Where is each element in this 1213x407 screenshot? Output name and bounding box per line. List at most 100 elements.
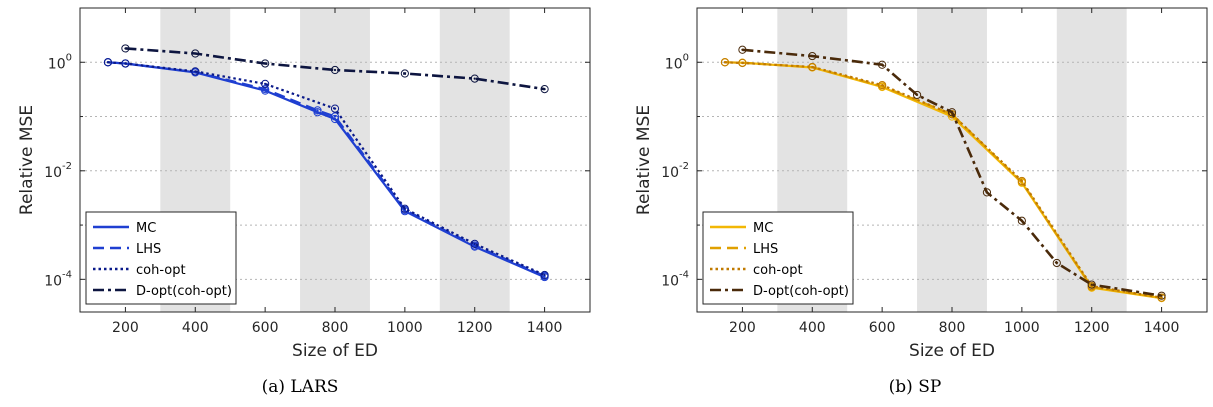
data-point-dot [950,111,954,114]
x-tick-label: 1400 [527,320,563,336]
data-point-dot [1020,219,1023,222]
data-point-marker [470,239,479,248]
legend-label: MC [753,221,773,236]
data-point-marker [330,65,340,75]
data-point-dot [881,63,884,66]
legend-label: D-opt(coh-opt) [753,284,849,299]
data-point-dot [1090,285,1093,288]
data-point-dot [333,68,337,72]
data-point-dot [1160,294,1163,297]
data-point-marker [540,270,549,280]
data-point-dot [915,93,919,97]
series-line-coh-opt [107,61,546,277]
x-tick-label: 800 [322,320,349,336]
shaded-band [1056,8,1127,312]
data-point-marker [103,58,113,67]
data-point-marker [878,60,887,69]
y-tick-label: 100 [665,52,689,72]
data-point-marker [261,59,270,68]
data-point-dot [985,191,989,194]
series-line-lhs [107,61,546,278]
data-point-marker [878,80,887,90]
x-tick-label: 1400 [1144,320,1180,336]
data-point-marker [400,204,409,213]
panel-caption: (a) LARS [262,377,339,397]
data-point-marker [261,85,270,94]
data-point-dot [264,88,267,91]
data-point-dot [316,111,319,114]
shaded-band [300,8,370,312]
y-tick-label: 10-4 [44,269,72,289]
data-point-dot [333,107,337,110]
panel-caption: (b) SP [889,377,942,397]
y-axis-label: Relative MSE [17,105,37,215]
y-tick-label: 10-2 [44,161,72,181]
data-point-marker [1157,293,1166,302]
data-point-marker [947,110,957,119]
x-tick-label: 200 [729,320,756,336]
x-tick-label: 800 [939,320,966,336]
data-point-marker [313,106,322,115]
data-point-dot [124,47,127,50]
data-point-dot [811,54,814,58]
data-point-marker [191,67,200,76]
data-point-dot [403,72,406,75]
data-point-marker [191,49,200,58]
data-point-marker [470,74,479,83]
x-axis-label: Size of ED [909,341,995,361]
chart-panel-lars: 200 400 600 800 1000 1200 1400 10-4 10-2 100 Size … [17,7,591,397]
y-tick-label: 10-2 [661,161,689,181]
data-point-dot [1020,179,1023,183]
data-point-marker [1087,280,1096,289]
data-point-marker [738,58,747,68]
data-point-marker [808,51,817,61]
data-point-dot [316,109,319,112]
data-point-marker [261,79,270,88]
y-tick-label: 100 [48,52,72,72]
data-point-marker [738,45,747,54]
x-tick-label: 1200 [457,320,493,336]
data-point-dot [264,82,267,85]
data-point-marker [330,104,340,113]
data-point-dot [741,48,744,51]
x-tick-label: 1000 [387,320,423,336]
y-tick-label: 10-4 [661,269,689,289]
data-point-dot [723,61,727,64]
legend-label: coh-opt [753,263,803,278]
data-point-marker [330,112,340,121]
data-point-marker [1052,258,1061,268]
data-point-dot [741,61,744,65]
data-point-dot [264,62,267,65]
series-line-lhs [724,61,1162,299]
chart-panel-sp: 200 400 600 800 1000 1200 1400 10-4 10-2 100 Size … [634,7,1208,397]
data-point-marker [808,62,817,72]
data-point-dot [124,62,127,65]
data-point-marker [720,58,730,67]
data-point-marker [1017,176,1026,186]
data-point-marker [400,69,409,78]
x-tick-label: 600 [252,320,279,336]
data-point-marker [912,90,922,100]
data-point-marker [947,108,957,117]
legend-label: coh-opt [136,263,186,278]
data-point-marker [1017,216,1026,225]
legend-label: LHS [136,242,161,257]
data-point-dot [473,244,476,247]
data-point-dot [333,117,337,121]
data-point-dot [403,207,406,210]
data-point-dot [194,70,197,73]
x-tick-label: 600 [869,320,896,336]
data-point-marker [330,114,340,124]
data-point-dot [1090,283,1093,286]
data-point-marker [982,188,992,197]
data-point-dot [333,115,337,118]
data-point-dot [1160,296,1163,299]
shaded-band [439,8,510,312]
data-point-dot [881,83,884,87]
x-tick-label: 1000 [1004,320,1040,336]
data-point-dot [473,77,476,80]
legend-label: MC [136,221,156,236]
data-point-dot [811,65,814,69]
data-point-marker [540,85,549,94]
